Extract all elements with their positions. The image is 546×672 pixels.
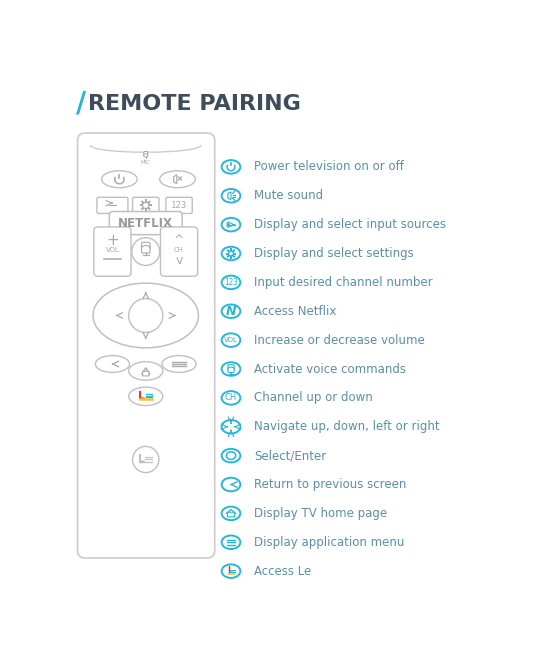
Ellipse shape bbox=[222, 218, 240, 231]
Ellipse shape bbox=[129, 387, 163, 406]
FancyBboxPatch shape bbox=[228, 365, 234, 372]
Text: Select/Enter: Select/Enter bbox=[254, 449, 327, 462]
FancyBboxPatch shape bbox=[97, 198, 128, 214]
Ellipse shape bbox=[222, 160, 240, 173]
Text: Navigate up, down, left or right: Navigate up, down, left or right bbox=[254, 420, 440, 433]
FancyBboxPatch shape bbox=[133, 198, 159, 214]
Circle shape bbox=[143, 202, 149, 208]
Text: v: v bbox=[175, 253, 183, 267]
Ellipse shape bbox=[222, 276, 240, 289]
Circle shape bbox=[229, 251, 233, 256]
Text: Display and select settings: Display and select settings bbox=[254, 247, 414, 260]
Ellipse shape bbox=[222, 189, 240, 202]
Text: VOL: VOL bbox=[224, 337, 238, 343]
Ellipse shape bbox=[93, 283, 198, 348]
Text: VOL: VOL bbox=[105, 247, 120, 253]
Ellipse shape bbox=[102, 171, 137, 187]
Ellipse shape bbox=[132, 238, 159, 265]
Text: Activate voice commands: Activate voice commands bbox=[254, 362, 406, 376]
Text: L: L bbox=[227, 566, 232, 575]
Text: /: / bbox=[76, 90, 86, 118]
FancyBboxPatch shape bbox=[78, 133, 215, 558]
Polygon shape bbox=[227, 222, 229, 227]
Text: Channel up or down: Channel up or down bbox=[254, 391, 373, 405]
Ellipse shape bbox=[162, 355, 196, 372]
FancyBboxPatch shape bbox=[143, 372, 149, 376]
Ellipse shape bbox=[222, 420, 240, 433]
Text: N: N bbox=[225, 305, 236, 318]
Text: 123: 123 bbox=[224, 278, 238, 287]
Circle shape bbox=[129, 298, 163, 333]
Text: +: + bbox=[106, 233, 119, 248]
Ellipse shape bbox=[222, 362, 240, 376]
Text: L: L bbox=[138, 454, 145, 464]
Ellipse shape bbox=[222, 333, 240, 347]
Text: Input desired channel number: Input desired channel number bbox=[254, 276, 433, 289]
Text: Access Le: Access Le bbox=[254, 564, 312, 578]
FancyBboxPatch shape bbox=[141, 243, 150, 253]
Text: Access Netflix: Access Netflix bbox=[254, 305, 337, 318]
FancyBboxPatch shape bbox=[94, 227, 131, 276]
Text: MIC: MIC bbox=[141, 160, 151, 165]
Polygon shape bbox=[174, 175, 177, 184]
Text: Display and select input sources: Display and select input sources bbox=[254, 218, 446, 231]
Ellipse shape bbox=[222, 449, 240, 462]
Text: CH: CH bbox=[174, 247, 184, 253]
Ellipse shape bbox=[222, 247, 240, 260]
Ellipse shape bbox=[129, 362, 163, 380]
Ellipse shape bbox=[222, 478, 240, 491]
Text: Mute sound: Mute sound bbox=[254, 190, 323, 202]
Circle shape bbox=[133, 446, 159, 472]
Ellipse shape bbox=[222, 564, 240, 578]
Text: Display application menu: Display application menu bbox=[254, 536, 405, 549]
Text: Return to previous screen: Return to previous screen bbox=[254, 478, 407, 491]
Text: Increase or decrease volume: Increase or decrease volume bbox=[254, 333, 425, 347]
FancyBboxPatch shape bbox=[228, 512, 234, 517]
Ellipse shape bbox=[159, 171, 195, 187]
Text: 123: 123 bbox=[171, 201, 187, 210]
Text: NETFLIX: NETFLIX bbox=[118, 217, 173, 230]
Polygon shape bbox=[228, 192, 231, 200]
FancyBboxPatch shape bbox=[161, 227, 198, 276]
Ellipse shape bbox=[96, 355, 129, 372]
Ellipse shape bbox=[222, 536, 240, 549]
Text: CH: CH bbox=[225, 393, 237, 403]
Text: ^: ^ bbox=[174, 235, 185, 247]
Ellipse shape bbox=[222, 391, 240, 405]
FancyBboxPatch shape bbox=[144, 151, 147, 157]
Text: REMOTE PAIRING: REMOTE PAIRING bbox=[87, 93, 300, 114]
FancyBboxPatch shape bbox=[166, 198, 192, 214]
FancyBboxPatch shape bbox=[109, 212, 182, 235]
Ellipse shape bbox=[222, 507, 240, 520]
Ellipse shape bbox=[222, 304, 240, 318]
Text: L: L bbox=[138, 390, 145, 401]
Text: Display TV home page: Display TV home page bbox=[254, 507, 387, 520]
Ellipse shape bbox=[227, 452, 236, 460]
Text: Power television on or off: Power television on or off bbox=[254, 161, 404, 173]
